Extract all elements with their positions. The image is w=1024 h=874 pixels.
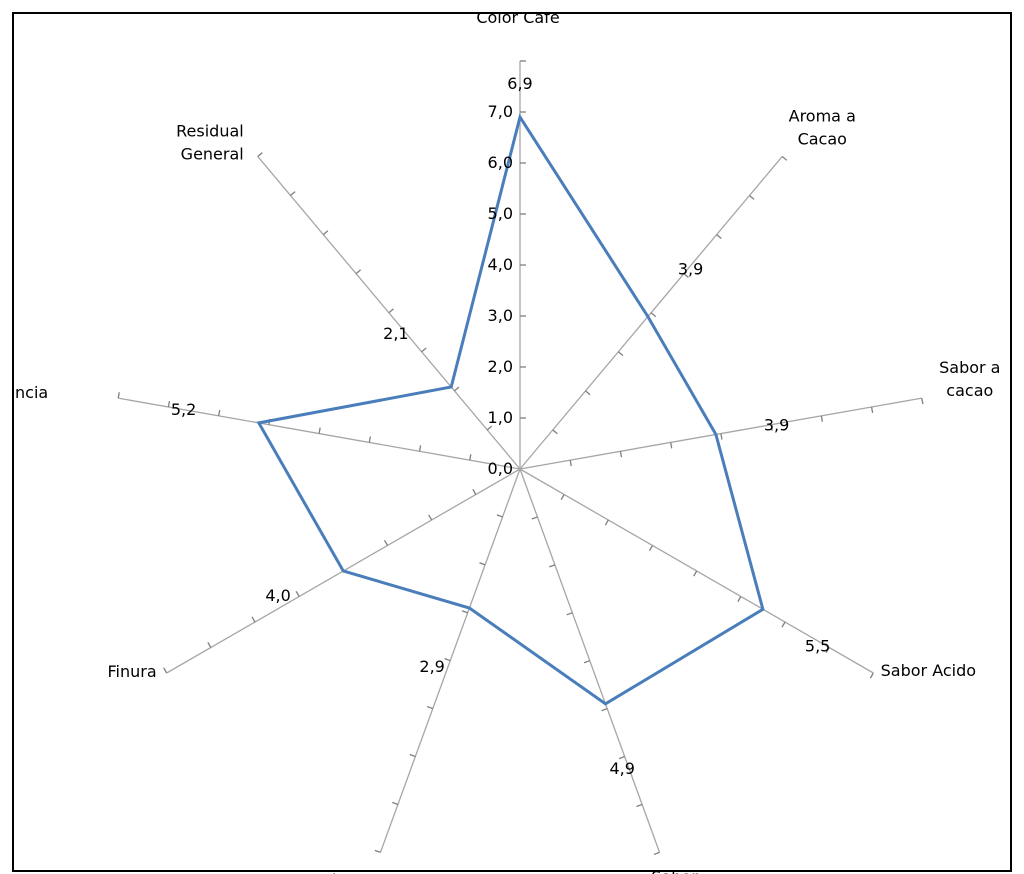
series-layer (256, 113, 765, 706)
data-label: 2,9 (419, 657, 444, 676)
radar-axis-tick (604, 519, 609, 526)
radial-tick-label: 6,0 (488, 153, 513, 172)
radar-axis-tick (428, 514, 433, 521)
radar-axis-tick (454, 386, 460, 392)
radar-axis-tick (355, 269, 362, 275)
radar-axis-tick (421, 347, 427, 353)
radial-tick-label: 0,0 (488, 459, 513, 478)
radar-axis-tick (552, 429, 558, 435)
category-label: Sabor (312, 870, 359, 874)
radar-axis-tick (368, 436, 372, 443)
radar-axis-tick (825, 647, 830, 654)
radar-axis-tick (290, 191, 296, 197)
radar-axis-tick (781, 155, 788, 161)
radar-axis-tick (444, 658, 451, 662)
radar-axis-tick (392, 801, 399, 806)
data-label: 3,9 (764, 415, 789, 434)
radar-axis-tick (653, 851, 660, 856)
radar-axis-tick (479, 562, 486, 566)
radar-axis-tick (322, 230, 329, 236)
radar-axis-tick (770, 424, 773, 431)
radar-axis-tick (566, 612, 573, 616)
data-label: 5,5 (805, 636, 830, 655)
radar-axis-tick (683, 273, 689, 279)
radar-axis-tick (585, 390, 591, 396)
category-label: General (181, 144, 244, 163)
radial-tick-label: 1,0 (488, 408, 513, 427)
radar-axis-tick (218, 409, 221, 416)
category-label: Astringencia (14, 383, 48, 402)
radial-tick-label: 2,0 (488, 357, 513, 376)
radar-axis-tick (374, 849, 381, 854)
radar-axis-tick (117, 392, 120, 399)
radar-axis-tick (619, 451, 623, 458)
radar-axis-tick (251, 616, 256, 623)
radar-axis-tick (617, 351, 624, 357)
radar-axis-tick (472, 488, 477, 495)
radar-axis-tick (921, 398, 924, 405)
radar-axis-tick (749, 195, 755, 200)
data-label: 4,9 (609, 759, 634, 778)
category-label: Color Café (476, 14, 559, 27)
data-label: 3,9 (678, 260, 703, 279)
radar-axis-tick (716, 234, 722, 239)
radar-axis-tick (418, 445, 422, 452)
radar-axis-tick (461, 610, 468, 614)
data-label: 5,2 (171, 400, 196, 419)
radar-axis-tick (870, 406, 874, 414)
radar-axis-tick (670, 442, 673, 449)
radar-axis-tick (409, 753, 416, 758)
radar-axis-tick (583, 660, 590, 664)
radar-axis-tick (295, 590, 300, 597)
radar-axis-tick (869, 672, 874, 679)
category-label: Cacao (798, 129, 847, 148)
radar-axis-tick (531, 516, 538, 520)
radar-axis-tick (549, 564, 556, 568)
radial-tick-label: 3,0 (488, 306, 513, 325)
radial-tick-label: 5,0 (488, 204, 513, 223)
radar-axis-tick (601, 708, 608, 712)
category-label: cacao (946, 381, 993, 400)
category-label: Residual (176, 121, 244, 140)
data-label: 4,0 (265, 586, 290, 605)
category-label: Sabor a (939, 358, 1000, 377)
radar-axis-tick (318, 427, 321, 434)
radar-axis-tick (383, 539, 389, 546)
radar-axis-tick (486, 425, 493, 431)
radar-axis-tick (167, 400, 171, 408)
category-label: Finura (108, 662, 157, 681)
chart-frame: 0,0 1,0 2,0 3,0 4,0 5,0 6,0 7,0 6,9 3,9 3,9 5,5 4,9 2… (12, 12, 1012, 874)
radar-axis-tick (560, 494, 565, 501)
radar-axis-tick (569, 460, 572, 467)
data-label: 6,9 (507, 74, 532, 93)
category-label: Sabor (651, 867, 698, 874)
radar-axis-tick (207, 641, 212, 648)
series-line (256, 113, 765, 706)
category-label: Sabor Acido (881, 661, 976, 680)
data-label: 2,1 (383, 324, 408, 343)
radar-axis-tick (820, 415, 824, 422)
radar-axis-tick (650, 312, 657, 318)
radial-tick-label: 7,0 (488, 102, 513, 121)
radar-axis-tick (720, 433, 723, 440)
radar-axis-tick (618, 755, 625, 760)
radar-axis-tick (648, 545, 654, 552)
radar-axis-tick (737, 596, 742, 603)
radar-chart: 0,0 1,0 2,0 3,0 4,0 5,0 6,0 7,0 6,9 3,9 3,9 5,5 4,9 2… (14, 14, 1000, 874)
radial-tick-label: 4,0 (488, 255, 513, 274)
radar-axis-tick (693, 570, 698, 577)
category-label: Aroma a (789, 106, 856, 125)
radar-axis-tick (636, 803, 643, 808)
radar-axis-tick (388, 308, 394, 314)
radar-axis-tick (781, 621, 786, 628)
radar-axis-tick (163, 667, 168, 674)
radar-axis-tick (469, 454, 472, 461)
labels-layer: 0,0 1,0 2,0 3,0 4,0 5,0 6,0 7,0 6,9 3,9 3,9 5,5 4,9 2… (14, 14, 1000, 874)
radar-axis-tick (426, 705, 434, 710)
radar-axis-tick (257, 152, 263, 157)
radar-axis-tick (496, 514, 503, 518)
axes-layer (117, 60, 924, 856)
